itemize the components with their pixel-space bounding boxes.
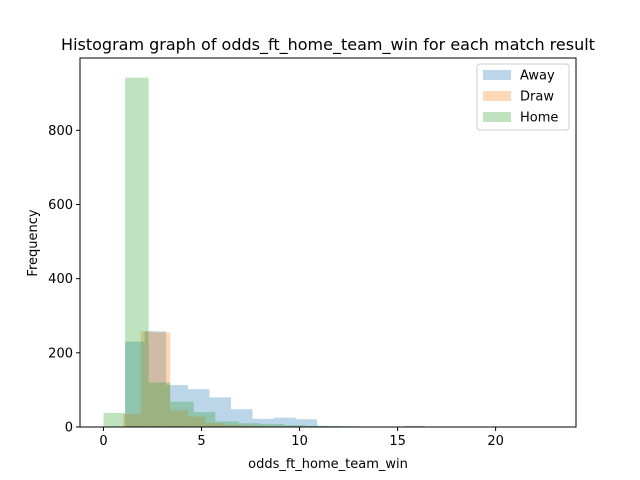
legend-swatch-home	[483, 112, 511, 122]
bar-draw-1	[140, 331, 153, 427]
x-axis-label: odds_ft_home_team_win	[248, 457, 408, 472]
x-tick-label-0: 0	[99, 434, 107, 449]
series-away	[125, 331, 426, 427]
bar-home-8	[283, 425, 306, 427]
bars-layer	[103, 77, 555, 427]
bar-draw-3	[170, 410, 188, 427]
bar-home-0	[103, 412, 126, 427]
bar-away-4	[209, 397, 231, 427]
bar-home-4	[193, 412, 216, 427]
bar-draw-5	[205, 422, 224, 427]
legend: Away Draw Home	[476, 63, 570, 131]
legend-swatch-away	[483, 70, 511, 80]
bar-away-0	[125, 341, 145, 427]
series-draw	[123, 331, 261, 427]
bar-away-7	[274, 417, 296, 427]
bar-home-1	[125, 77, 149, 427]
chart-title: Histogram graph of odds_ft_home_team_win…	[61, 35, 595, 55]
x-tick-label-3: 15	[389, 434, 406, 449]
bar-away-2	[166, 385, 188, 427]
bar-away-3	[187, 389, 210, 427]
x-tick-label-1: 5	[197, 434, 205, 449]
bar-home-9	[305, 425, 329, 427]
plot-frame	[79, 57, 577, 428]
bar-away-8	[295, 419, 318, 427]
legend-label-draw: Draw	[520, 90, 554, 105]
bar-home-5	[215, 421, 239, 427]
bar-home-7	[260, 424, 284, 427]
legend-box	[476, 63, 570, 131]
y-tick-label-1: 200	[48, 346, 73, 361]
x-tick-label-4: 20	[487, 434, 504, 449]
bar-home-3	[170, 401, 194, 427]
bar-draw-6	[223, 424, 241, 427]
bar-away-9	[317, 425, 339, 427]
y-axis-ticks: 0 200 400 600 800	[48, 124, 80, 436]
y-tick-label-4: 800	[48, 124, 73, 139]
bar-draw-0	[123, 414, 141, 427]
y-tick-label-0: 0	[65, 421, 73, 436]
bar-away-5	[230, 409, 253, 427]
bar-draw-2	[152, 332, 171, 427]
bar-draw-7	[240, 425, 261, 427]
legend-label-home: Home	[520, 111, 558, 126]
y-axis-label: Frequency	[26, 209, 41, 276]
legend-swatch-draw	[483, 91, 511, 101]
x-tick-label-2: 10	[291, 434, 308, 449]
y-tick-label-3: 600	[48, 198, 73, 213]
legend-label-away: Away	[520, 69, 555, 84]
bar-away-13	[403, 425, 426, 427]
bar-home-2	[148, 382, 171, 427]
bar-away-1	[144, 331, 167, 427]
bar-home-6	[238, 423, 261, 427]
y-tick-label-2: 400	[48, 272, 73, 287]
x-axis-ticks: 0 5 10 15 20	[99, 427, 504, 449]
bar-away-6	[252, 418, 275, 427]
bar-draw-4	[187, 416, 206, 427]
